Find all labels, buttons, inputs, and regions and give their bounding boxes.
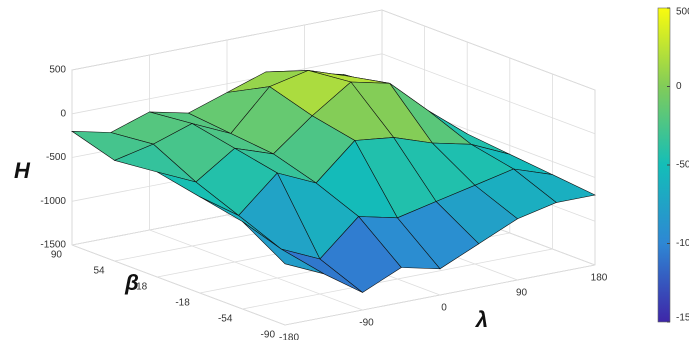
x-tick-label: 180 [591, 273, 608, 284]
y-tick-label: -18 [175, 298, 190, 309]
z-tick-label: -1000 [40, 196, 66, 207]
z-tick-label: -500 [46, 152, 66, 163]
ticks: 5000-500-1000-1500-180-90090180905418-18… [40, 65, 607, 340]
surface [70, 70, 596, 293]
x-tick-label: 0 [441, 303, 447, 314]
colorbar-tick-label: -500 [676, 160, 689, 171]
colorbar-tick-label: -1000 [676, 238, 689, 249]
colorbar: 500 0 -500 -1000 -1500 [657, 7, 689, 324]
z-tick-label: -1500 [40, 240, 66, 251]
z-axis-label: H [14, 158, 31, 183]
colorbar-tick-label: 500 [676, 7, 689, 18]
x-tick-label: 90 [516, 288, 528, 299]
x-tick-label: -180 [279, 333, 299, 340]
grid-line [284, 90, 596, 326]
y-axis-label: β [124, 270, 139, 295]
grid-line [242, 74, 553, 310]
surface-patch [242, 221, 324, 275]
x-axis-label: λ [475, 307, 488, 332]
z-tick-label: 500 [49, 65, 66, 76]
y-tick-label: -54 [218, 314, 233, 325]
x-tick-label: -90 [359, 318, 374, 329]
y-tick-label: -90 [261, 330, 276, 340]
grid-line [199, 58, 511, 294]
colorbar-tick-label: -1500 [676, 313, 689, 324]
colorbar-tick-label: 0 [676, 81, 682, 92]
y-tick-label: 54 [93, 266, 105, 277]
y-tick-label: 90 [51, 250, 63, 261]
y-tick-label: 18 [136, 282, 148, 293]
z-tick-label: 0 [60, 108, 66, 119]
